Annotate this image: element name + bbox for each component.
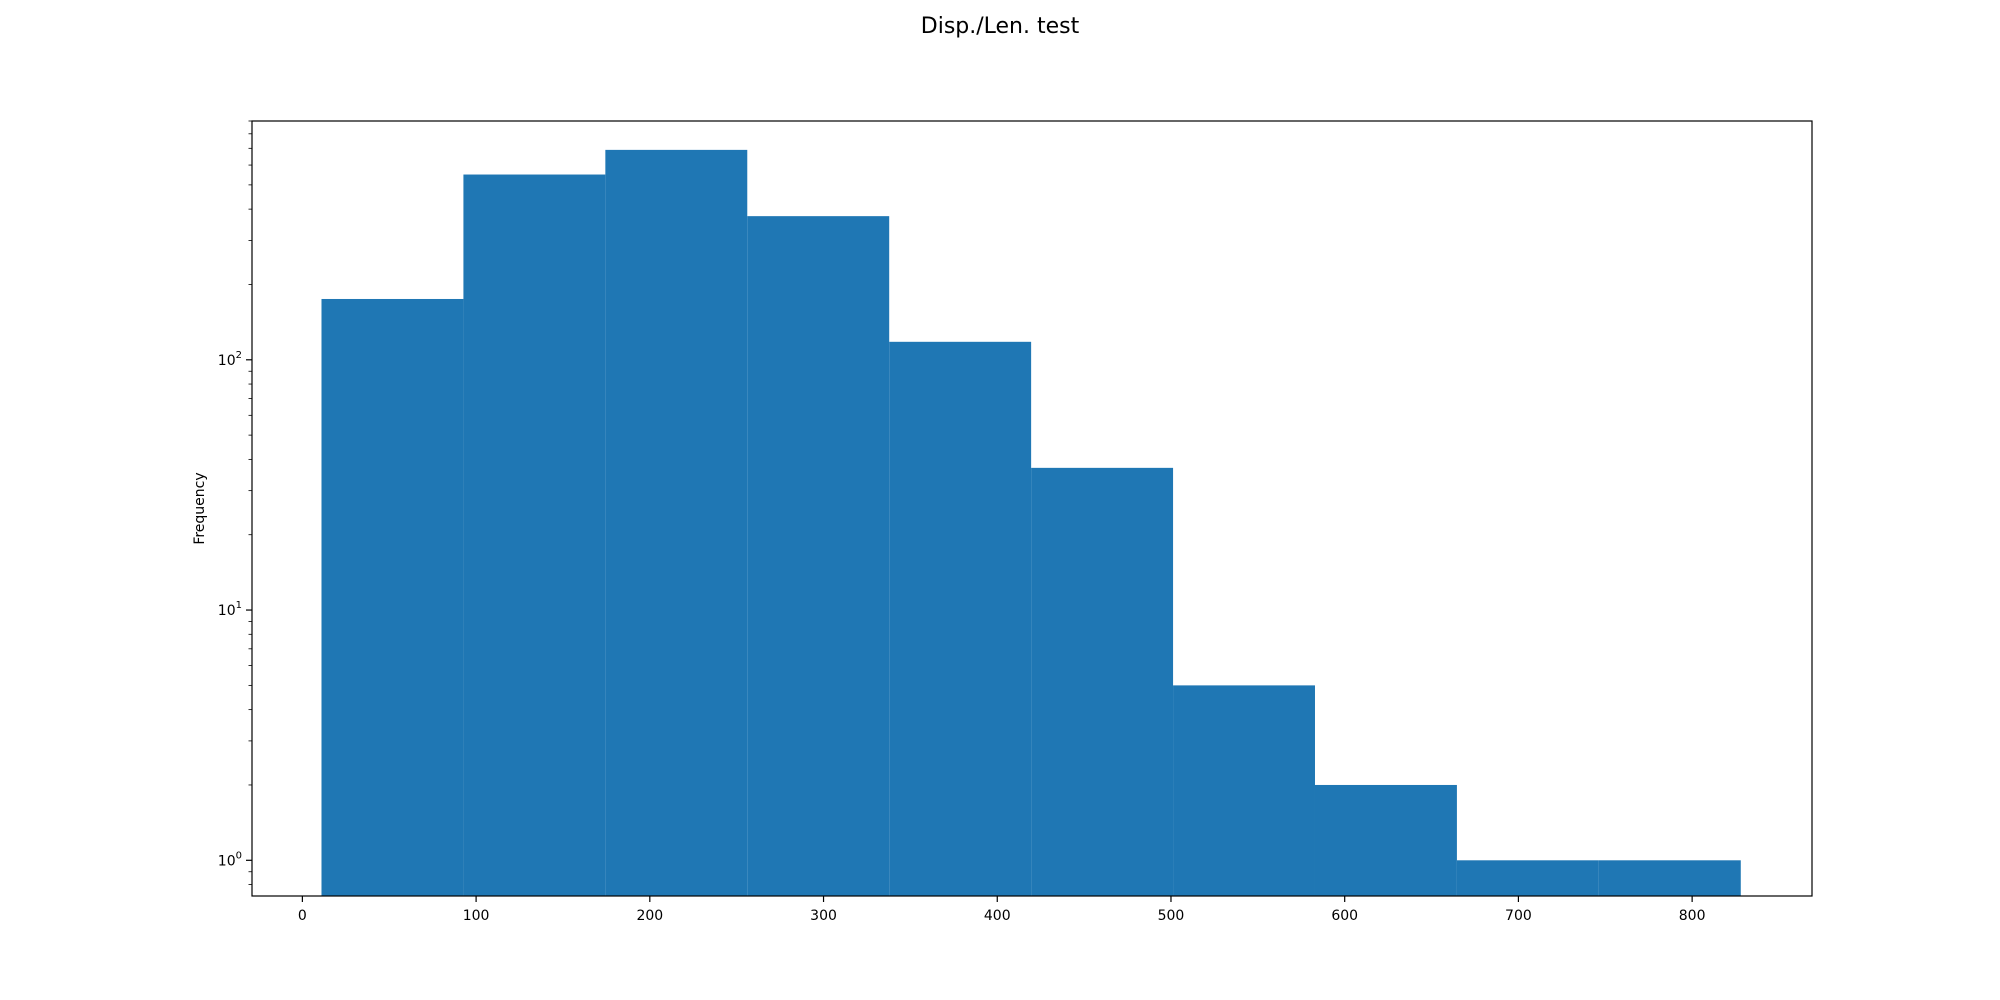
y-tick-label: 102 [218,350,242,369]
x-tick-label: 800 [1679,908,1706,924]
y-axis-label: Frequency [192,472,208,544]
histogram-bar [1456,860,1599,896]
y-tick-label: 101 [218,600,242,619]
histogram-bar [1314,784,1457,896]
y-tick-label: 100 [218,850,242,869]
x-tick-label: 700 [1505,908,1532,924]
x-tick-label: 200 [636,908,663,924]
chart-title: Disp./Len. test [920,14,1080,39]
x-tick-label: 600 [1331,908,1358,924]
histogram-bar [747,216,890,896]
x-tick-label: 300 [810,908,837,924]
histogram-bar [1031,467,1174,896]
histogram-bar [321,298,464,896]
plot-area-frame [251,120,1813,897]
histogram-bar [1598,860,1741,896]
bars-layer [321,149,1741,897]
x-tick-label: 100 [463,908,490,924]
histogram-bar [463,174,606,896]
x-tick-label: 400 [984,908,1011,924]
histogram-bar [889,341,1032,897]
x-axis: 0 100 200 300 400 500 600 700 800 [298,896,1706,924]
y-axis: 100 101 102 [218,120,252,885]
x-tick-label: 500 [1158,908,1185,924]
histogram-bar [605,149,748,896]
x-tick-label: 0 [298,908,307,924]
histogram-bar [1173,685,1315,896]
